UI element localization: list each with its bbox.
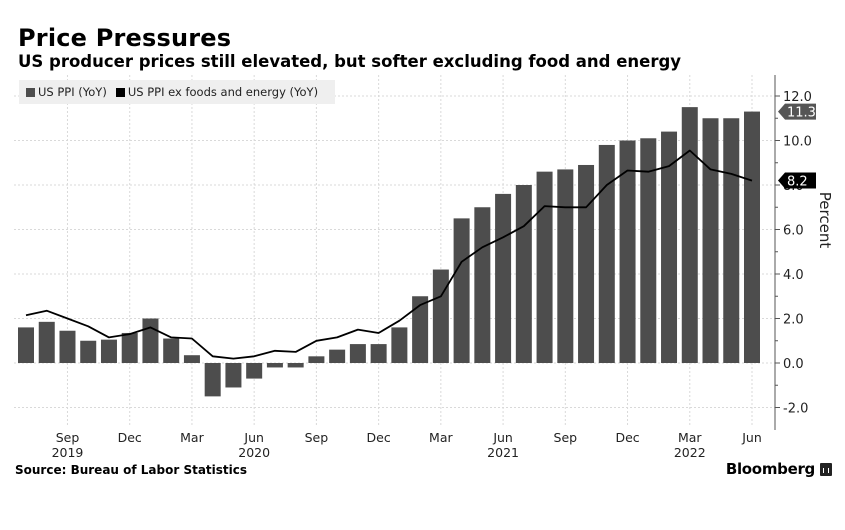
- x-year-label: 2021: [487, 445, 519, 460]
- bar: [183, 355, 200, 363]
- bar: [619, 140, 636, 363]
- bar: [702, 118, 719, 363]
- bar: [204, 363, 221, 397]
- bar: [287, 363, 304, 368]
- bar: [453, 218, 470, 363]
- last-value-labels: 11.3 8.2: [778, 103, 816, 190]
- y-axis-title: Percent: [816, 192, 834, 249]
- y-tick-label: -2.0: [783, 402, 808, 417]
- bar-series-us-ppi: [18, 107, 760, 397]
- x-year-label: 2020: [238, 445, 270, 460]
- bar: [308, 356, 325, 363]
- bar: [640, 138, 657, 363]
- x-year-label: 2019: [52, 445, 84, 460]
- brand: Bloomberg: [726, 460, 832, 478]
- bar: [59, 330, 76, 363]
- x-tick-label: Jun: [492, 430, 513, 445]
- x-tick-label: Dec: [615, 430, 639, 445]
- bar: [557, 169, 574, 363]
- x-tick-label: Sep: [305, 430, 329, 445]
- bar: [370, 344, 387, 363]
- bar: [681, 107, 698, 363]
- bar: [121, 332, 138, 363]
- x-tick-label: Mar: [429, 430, 453, 445]
- series-line: [25, 149, 753, 360]
- bar: [412, 296, 429, 363]
- legend-item-us-ppi-core[interactable]: US PPI ex foods and energy (YoY): [115, 85, 319, 99]
- bar: [163, 338, 180, 363]
- last-value-label-us-ppi-bg: [778, 103, 816, 120]
- bar: [246, 363, 263, 379]
- bar: [474, 207, 491, 363]
- bar: [391, 327, 408, 363]
- gridlines: [14, 75, 775, 425]
- x-tick-label: Sep: [56, 430, 80, 445]
- last-value-label-us-ppi-core-bg: [778, 172, 816, 189]
- legend-swatch-line: [115, 87, 125, 97]
- bar: [536, 171, 553, 363]
- legend-label: US PPI (YoY): [38, 85, 107, 99]
- x-tick-label: Mar: [180, 430, 204, 445]
- x-tick-label: Sep: [554, 430, 578, 445]
- last-value-label-us-ppi-core: 8.2: [787, 175, 808, 190]
- x-tick-label: Jun: [243, 430, 264, 445]
- brand-name: Bloomberg: [725, 460, 815, 478]
- bar: [349, 344, 366, 363]
- legend-item-us-ppi[interactable]: US PPI (YoY): [26, 85, 107, 99]
- bar: [18, 327, 34, 363]
- bar: [495, 193, 512, 363]
- x-tick-label: Jun: [741, 430, 762, 445]
- y-tick-label: 12.0: [783, 90, 812, 105]
- bar: [100, 339, 117, 363]
- y-tick-label: 2.0: [783, 313, 804, 328]
- y-tick-label: 10.0: [783, 135, 812, 150]
- bar: [661, 131, 678, 363]
- legend: US PPI (YoY) US PPI ex foods and energy …: [19, 80, 335, 104]
- bar: [80, 340, 97, 363]
- bar: [578, 164, 595, 363]
- chart-subtitle: US producer prices still elevated, but s…: [18, 52, 682, 71]
- x-tick-label: Dec: [118, 430, 142, 445]
- bar: [225, 363, 242, 388]
- bar: [723, 118, 740, 363]
- chart-title: Price Pressures: [18, 24, 232, 52]
- legend-label: US PPI ex foods and energy (YoY): [127, 85, 319, 99]
- x-tick-label: Dec: [367, 430, 391, 445]
- last-value-label-us-ppi: 11.3: [787, 106, 816, 121]
- bar: [142, 318, 159, 363]
- y-tick-label: 0.0: [783, 357, 804, 372]
- bar: [329, 349, 346, 363]
- y-tick-label: 4.0: [783, 268, 804, 283]
- bloomberg-logo-icon: [820, 462, 832, 476]
- bar: [598, 144, 615, 363]
- line-series-us-ppi-core: [25, 149, 753, 360]
- y-tick-label: 6.0: [783, 224, 804, 239]
- x-year-label: 2022: [674, 445, 706, 460]
- bar: [432, 269, 449, 363]
- bar: [744, 111, 760, 363]
- source-note: Source: Bureau of Labor Statistics: [15, 463, 248, 477]
- bar: [38, 321, 55, 363]
- bar: [266, 363, 283, 368]
- bar: [515, 185, 532, 363]
- x-tick-label: Mar: [678, 430, 702, 445]
- legend-swatch-bar: [26, 87, 35, 97]
